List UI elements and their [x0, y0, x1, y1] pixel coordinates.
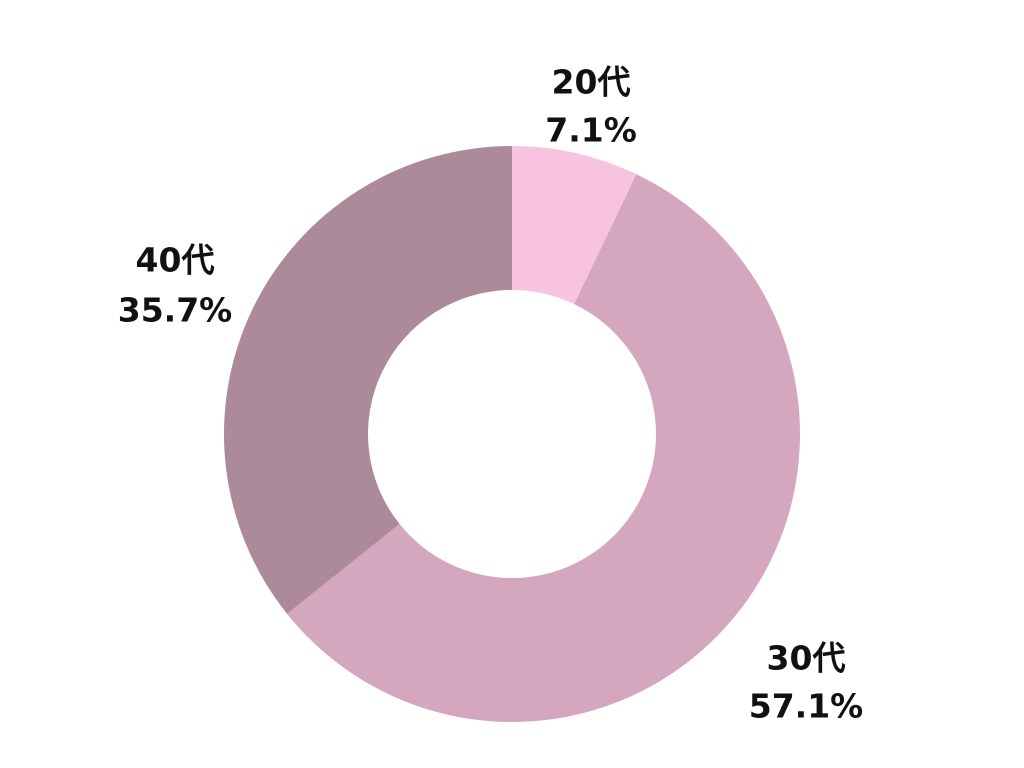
slice-30代: [287, 174, 801, 722]
slice-category-label: 30代: [767, 639, 846, 678]
slice-value-label: 7.1%: [545, 111, 637, 150]
slice-value-label: 35.7%: [118, 291, 233, 330]
slice-category-label: 40代: [136, 241, 215, 280]
slice-20代: [512, 146, 637, 305]
donut-labels: 20代 7.1% 30代 57.1% 40代 35.7%: [118, 63, 864, 726]
donut-slices: [224, 146, 801, 722]
slice-category-label: 20代: [552, 63, 631, 102]
slice-40代: [224, 146, 513, 614]
slice-value-label: 57.1%: [749, 687, 864, 726]
